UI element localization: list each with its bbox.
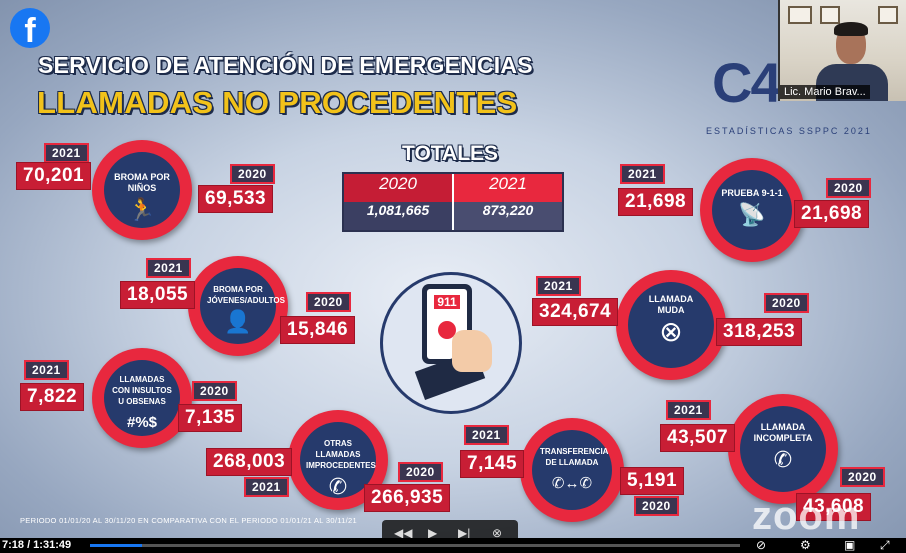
category-ring-otras: OTRAS LLAMADAS IMPROCEDENTES ✆ bbox=[288, 410, 388, 510]
value-badge: 70,201 bbox=[16, 162, 92, 190]
totals-header-cell: 2021 bbox=[452, 174, 562, 202]
category-label: LLAMADA INCOMPLETA bbox=[753, 422, 813, 443]
value-badge: 43,608 bbox=[796, 493, 872, 521]
playback-time: 7:18 / 1:31:49 bbox=[2, 539, 72, 551]
emergency-number: 911 bbox=[434, 295, 460, 309]
value-badge: 69,533 bbox=[198, 185, 274, 213]
hand-graphic bbox=[452, 330, 492, 372]
wall-frame bbox=[878, 6, 898, 24]
close-icon[interactable]: ⊗ bbox=[492, 526, 503, 538]
value-badge: 43,507 bbox=[660, 424, 736, 452]
year-tag: 2021 bbox=[244, 477, 289, 497]
category-label: OTRAS LLAMADAS IMPROCEDENTES bbox=[306, 439, 376, 470]
totals-header-cell: 2020 bbox=[344, 174, 452, 202]
value-badge: 7,822 bbox=[20, 383, 85, 411]
x-circle-icon: ⊗ bbox=[659, 316, 683, 347]
value-badge: 324,674 bbox=[532, 298, 619, 326]
play-icon[interactable]: ▶ bbox=[428, 526, 438, 538]
antenna-icon: 📡 bbox=[738, 202, 766, 227]
value-badge: 266,935 bbox=[364, 484, 451, 512]
value-badge: 5,191 bbox=[620, 467, 685, 495]
category-ring-muda: LLAMADA MUDA ⊗ bbox=[616, 270, 726, 380]
participant-hair bbox=[834, 22, 868, 36]
category-ring-insultos: LLAMADAS CON INSULTOS U OBSENAS #%$ bbox=[92, 348, 192, 448]
phone-x-icon: ✆ bbox=[773, 447, 793, 472]
category-label: BROMA POR JÓVENES/ADULTOS bbox=[207, 285, 285, 305]
totals-value-cell: 1,081,665 bbox=[344, 202, 452, 230]
year-tag: 2020 bbox=[634, 496, 679, 516]
year-tag: 2020 bbox=[230, 164, 275, 184]
category-ring-incompleta: LLAMADA INCOMPLETA ✆ bbox=[728, 394, 838, 504]
progress-fill bbox=[90, 544, 142, 547]
call-button-graphic bbox=[438, 321, 456, 339]
symbols-icon: #%$ bbox=[126, 414, 158, 431]
wall-frame bbox=[788, 6, 812, 24]
playback-popup: ◀◀ ▶ ▶| ⊗ bbox=[382, 520, 518, 538]
year-tag: 2021 bbox=[44, 143, 89, 163]
category-ring-transferencia: TRANSFERENCIA DE LLAMADA ✆↔✆ bbox=[520, 418, 624, 522]
totals-title: TOTALES bbox=[402, 142, 499, 165]
logo-subtitle: ESTADÍSTICAS SSPPC 2021 bbox=[706, 126, 872, 136]
value-badge: 21,698 bbox=[618, 188, 694, 216]
value-badge: 21,698 bbox=[794, 200, 870, 228]
category-label: LLAMADA MUDA bbox=[648, 294, 694, 315]
category-ring-prueba: PRUEBA 9-1-1 📡 bbox=[700, 158, 804, 262]
year-tag: 2020 bbox=[398, 462, 443, 482]
totals-table: 2020 2021 1,081,665 873,220 bbox=[342, 172, 564, 232]
captions-icon[interactable]: ⊘ bbox=[756, 538, 767, 552]
category-ring-broma-ninos: BROMA POR NIÑOS 🏃 bbox=[92, 140, 192, 240]
forward-icon[interactable]: ▶| bbox=[458, 526, 471, 538]
year-tag: 2020 bbox=[306, 292, 351, 312]
transfer-icon: ✆↔✆ bbox=[551, 475, 593, 492]
category-ring-broma-jovenes: BROMA POR JÓVENES/ADULTOS 👤 bbox=[188, 256, 288, 356]
pip-icon[interactable]: ▣ bbox=[844, 538, 856, 552]
value-badge: 318,253 bbox=[716, 318, 803, 346]
value-badge: 18,055 bbox=[120, 281, 196, 309]
wall-frame bbox=[820, 6, 840, 24]
category-label: PRUEBA 9-1-1 bbox=[721, 188, 783, 198]
category-label: LLAMADAS CON INSULTOS U OBSENAS bbox=[112, 375, 172, 406]
category-label: BROMA POR NIÑOS bbox=[114, 172, 170, 193]
progress-bar[interactable] bbox=[90, 544, 740, 547]
period-note: PERIODO 01/01/20 AL 30/11/20 EN COMPARAT… bbox=[20, 516, 357, 525]
participant-name: Lic. Mario Brav... bbox=[780, 85, 870, 99]
year-tag: 2020 bbox=[764, 293, 809, 313]
year-tag: 2021 bbox=[24, 360, 69, 380]
zoom-watermark: zoom bbox=[752, 494, 861, 538]
year-tag: 2020 bbox=[826, 178, 871, 198]
year-tag: 2021 bbox=[464, 425, 509, 445]
value-badge: 7,135 bbox=[178, 404, 243, 432]
value-badge: 7,145 bbox=[460, 450, 525, 478]
category-label: TRANSFERENCIA DE LLAMADA bbox=[540, 447, 609, 467]
year-tag: 2020 bbox=[840, 467, 885, 487]
value-badge: 15,846 bbox=[280, 316, 356, 344]
year-tag: 2021 bbox=[666, 400, 711, 420]
year-tag: 2020 bbox=[192, 381, 237, 401]
value-badge: 268,003 bbox=[206, 448, 293, 476]
running-child-icon: 🏃 bbox=[128, 197, 156, 222]
gear-icon[interactable]: ⚙ bbox=[800, 538, 811, 552]
c4-logo: C4 bbox=[712, 51, 782, 114]
video-controls: 7:18 / 1:31:49 ⊘ ⚙ ▣ ⤢ bbox=[0, 538, 906, 553]
slide-title: SERVICIO DE ATENCIÓN DE EMERGENCIAS bbox=[38, 52, 533, 78]
presentation-slide: f SERVICIO DE ATENCIÓN DE EMERGENCIAS LL… bbox=[0, 0, 906, 538]
participant-video[interactable]: Lic. Mario Brav... bbox=[778, 0, 906, 101]
year-tag: 2021 bbox=[620, 164, 665, 184]
person-icon: 👤 bbox=[224, 309, 252, 334]
slide-subtitle: LLAMADAS NO PROCEDENTES bbox=[37, 85, 518, 120]
totals-value-cell: 873,220 bbox=[452, 202, 562, 230]
fullscreen-icon[interactable]: ⤢ bbox=[880, 538, 890, 552]
year-tag: 2021 bbox=[146, 258, 191, 278]
rewind-icon[interactable]: ◀◀ bbox=[394, 526, 413, 538]
phone-icon: ✆ bbox=[328, 474, 348, 499]
year-tag: 2021 bbox=[536, 276, 581, 296]
facebook-icon[interactable]: f bbox=[10, 8, 50, 48]
